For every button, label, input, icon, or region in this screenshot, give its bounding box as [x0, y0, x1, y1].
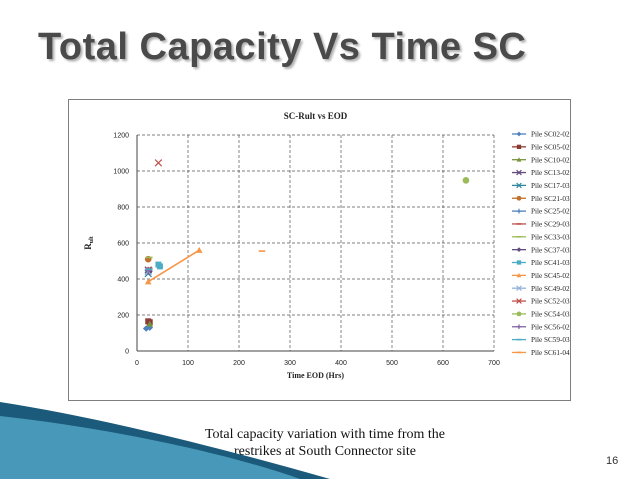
- legend-label: Pile SC59-03: [531, 336, 570, 344]
- x-tick-label: 100: [182, 360, 194, 367]
- legend-label: Pile SC21-03: [531, 195, 570, 203]
- y-tick-label: 1000: [113, 169, 129, 176]
- wave-light: [0, 416, 300, 479]
- y-tick-label: 0: [125, 349, 129, 356]
- data-point: [156, 263, 163, 270]
- x-tick-label: 200: [233, 360, 245, 367]
- chart-frame: SC-Rult vs EOD 0 100 200 300 400 500 600 700 0 200…: [68, 99, 571, 401]
- chart-svg: SC-Rult vs EOD 0 100 200 300 400 500 600 700 0 200…: [83, 111, 570, 380]
- legend-marker: [516, 260, 522, 265]
- legend-marker: [516, 285, 522, 292]
- legend-marker: [516, 247, 522, 253]
- legend-label: Pile SC37-03: [531, 246, 570, 254]
- x-axis-label: Time EOD (Hrs): [287, 371, 345, 380]
- series-line: [147, 249, 200, 283]
- legend-marker: [516, 144, 522, 150]
- y-tick-label: 200: [117, 313, 129, 320]
- x-tick-label: 400: [335, 360, 347, 367]
- caption-line-2: restrikes at South Connector site: [234, 444, 416, 459]
- legend-label: Pile SC10-02: [531, 156, 570, 164]
- caption-line-1: Total capacity variation with time from …: [204, 427, 446, 442]
- x-tick-label: 300: [284, 360, 296, 367]
- data-point: [145, 268, 153, 276]
- legend-marker: [516, 311, 522, 317]
- data-point: [146, 324, 154, 331]
- legend-marker: [516, 208, 522, 214]
- legend-label: Pile SC54-03: [531, 311, 570, 319]
- slide-title: Total Capacity Vs Time SC: [38, 26, 527, 68]
- y-tick-label: 400: [117, 277, 129, 284]
- legend-marker: [516, 169, 522, 176]
- y-axis-label: Rult: [83, 236, 95, 250]
- data-point: [146, 320, 154, 327]
- legend-label: Pile SC02-02: [531, 131, 570, 139]
- legend-marker: [516, 182, 522, 189]
- legend-label: Pile SC52-03: [531, 298, 570, 306]
- legend-label: Pile SC49-02: [531, 285, 570, 293]
- legend-marker: [516, 298, 522, 304]
- y-tick-label: 800: [117, 205, 129, 212]
- y-tick-label: 600: [117, 241, 129, 248]
- legend-marker: [516, 131, 522, 137]
- data-point: [195, 246, 203, 253]
- data-point: [144, 278, 152, 285]
- legend-label: Pile SC13-02: [531, 169, 570, 177]
- legend-label: Pile SC17-03: [531, 182, 570, 190]
- x-tick-label: 0: [135, 360, 139, 367]
- legend-label: Pile SC61-04: [531, 349, 570, 357]
- legend-marker: [516, 157, 522, 162]
- legend-label: Pile SC05-02: [531, 143, 570, 151]
- legend-marker: [516, 324, 522, 330]
- chart-title: SC-Rult vs EOD: [284, 111, 348, 121]
- y-tick-label: 1200: [113, 133, 129, 140]
- x-tick-label: 500: [386, 360, 398, 367]
- x-tick-label: 600: [437, 360, 449, 367]
- bottom-wave-decoration: [0, 402, 330, 479]
- legend-marker: [516, 195, 522, 201]
- slide-caption: Total capacity variation with time from …: [160, 426, 490, 460]
- legend-label: Pile SC56-02: [531, 323, 570, 331]
- x-tick-label: 700: [488, 360, 500, 367]
- data-point: [462, 177, 470, 184]
- legend-label: Pile SC45-02: [531, 272, 570, 280]
- data-point: [154, 159, 163, 167]
- data-point: [144, 266, 152, 274]
- legend-label: Pile SC33-03: [531, 233, 570, 241]
- legend-label: Pile SC25-02: [531, 208, 570, 216]
- legend-marker: [516, 272, 522, 278]
- legend-label: Pile SC29-03: [531, 221, 570, 229]
- legend-label: Pile SC41-03: [531, 259, 570, 267]
- page-number: 16: [606, 455, 619, 467]
- y-axis-label-subscript: ult: [89, 236, 95, 243]
